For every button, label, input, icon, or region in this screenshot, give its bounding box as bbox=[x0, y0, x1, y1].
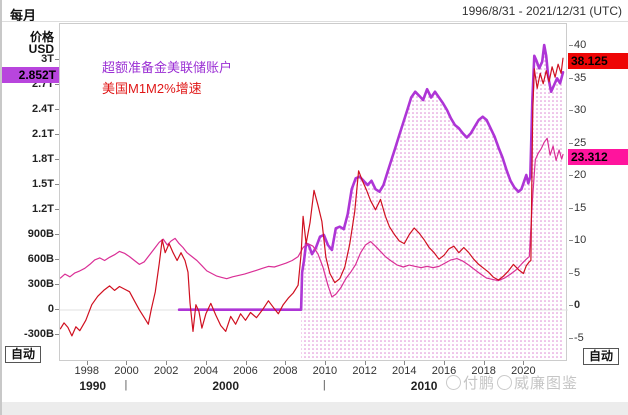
y-axis-tick-mark bbox=[55, 234, 59, 235]
y-axis-tick-mark bbox=[569, 175, 573, 176]
y-axis-tick-label-right: 30 bbox=[574, 104, 587, 116]
watermark-logo-icon bbox=[445, 375, 461, 390]
y-axis-tick-mark bbox=[569, 142, 573, 144]
y-axis-tick-label-left: 1.2T bbox=[31, 203, 54, 215]
chart-canvas[interactable] bbox=[60, 24, 568, 362]
x-axis-tick-mark bbox=[364, 361, 366, 365]
y-axis-tick-label-right: 25 bbox=[574, 136, 587, 149]
auto-scale-right-button[interactable]: 自动 bbox=[583, 348, 619, 365]
x-axis-tick-label: 2000 bbox=[114, 365, 139, 377]
chart-plot-area[interactable] bbox=[59, 23, 568, 362]
series-line-reserves[interactable] bbox=[177, 43, 565, 312]
x-axis-tick-label: 2006 bbox=[233, 365, 258, 377]
frequency-label[interactable]: 每月 bbox=[10, 8, 37, 23]
y-axis-tick-mark bbox=[55, 284, 59, 285]
left-axis-title-price: 价格 bbox=[29, 30, 54, 44]
y-axis-tick-label-right: 5 bbox=[574, 266, 581, 279]
x-axis-tick-mark bbox=[443, 361, 445, 365]
x-axis-tick-label: 2020 bbox=[511, 365, 536, 377]
y-axis-tick-label-left: 1.8T bbox=[31, 153, 54, 165]
x-axis-tick-label: 1998 bbox=[74, 365, 100, 377]
x-axis-tick-label: 2008 bbox=[272, 365, 298, 377]
x-axis-tick-label: 2014 bbox=[392, 365, 417, 377]
x-axis-tick-mark bbox=[324, 361, 326, 365]
y-axis-tick-mark bbox=[55, 333, 59, 335]
x-axis-tick-mark bbox=[126, 361, 128, 365]
x-axis-decade-label: 1990 bbox=[79, 379, 107, 393]
y-axis-tick-mark bbox=[569, 240, 573, 241]
x-axis-decade-label: 2000 bbox=[212, 379, 240, 393]
watermark-suffix: 威廉图鉴 bbox=[513, 375, 578, 392]
y-axis-tick-label-left: 2.4T bbox=[31, 103, 54, 115]
y-axis-tick-mark bbox=[55, 84, 59, 85]
y-axis-tick-label-left: 2.1T bbox=[31, 128, 54, 140]
y-axis-tick-label-right: 0 bbox=[574, 299, 581, 311]
y-axis-tick-label-right: 35 bbox=[574, 71, 587, 84]
y-axis-tick-label-right: 15 bbox=[574, 201, 587, 214]
x-axis-tick-label: 2004 bbox=[193, 365, 219, 377]
y-axis-tick-mark bbox=[55, 259, 59, 260]
watermark: 付鹏 威廉图鉴 bbox=[444, 372, 578, 393]
x-axis-tick-mark bbox=[285, 361, 287, 365]
watermark-prefix: 付鹏 bbox=[462, 375, 495, 392]
y-axis-tick-mark bbox=[55, 109, 59, 110]
x-axis-tick-mark bbox=[86, 361, 88, 365]
x-axis-tick-label: 2010 bbox=[312, 365, 338, 377]
y-axis-tick-label-left: 600B bbox=[27, 253, 54, 265]
series-line-red[interactable] bbox=[60, 57, 564, 337]
y-axis-tick-mark bbox=[569, 337, 573, 339]
y-axis-tick-mark bbox=[55, 134, 59, 135]
x-axis-tick-mark bbox=[245, 361, 247, 365]
x-axis-decade-separator: | bbox=[124, 379, 128, 391]
y-axis-tick-label-right: 40 bbox=[574, 39, 587, 51]
header-divider bbox=[2, 21, 628, 22]
y-axis-tick-mark bbox=[569, 207, 573, 209]
y-axis-tick-mark bbox=[55, 309, 59, 310]
x-axis-tick-mark bbox=[523, 361, 525, 365]
y-axis-tick-label-left: 300B bbox=[27, 278, 54, 290]
x-axis-tick-mark bbox=[404, 361, 406, 365]
y-axis-tick-mark bbox=[569, 305, 573, 306]
y-axis-tick-label-right: 10 bbox=[574, 234, 587, 246]
watermark-logo-icon bbox=[496, 375, 512, 390]
y-axis-tick-mark bbox=[55, 159, 59, 160]
y-axis-tick-label-right: 20 bbox=[574, 169, 587, 181]
y-axis-tick-mark bbox=[569, 45, 573, 46]
left-axis-title-unit: USD bbox=[28, 42, 54, 56]
x-axis-tick-mark bbox=[166, 361, 168, 365]
y-axis-tick-mark bbox=[569, 110, 573, 111]
x-axis-tick-label: 2002 bbox=[153, 365, 179, 377]
legend-item-m1m2[interactable]: 美国M1M2%增速 bbox=[102, 81, 202, 96]
y-axis-tick-label-left: 3T bbox=[41, 53, 54, 65]
reserves-area-fill bbox=[301, 45, 563, 359]
y-axis-tick-label-left: 900B bbox=[27, 228, 54, 240]
y-axis-tick-mark bbox=[569, 77, 573, 79]
auto-scale-left-button[interactable]: 自动 bbox=[5, 346, 41, 363]
y-axis-tick-label-left: 1.5T bbox=[31, 178, 54, 190]
x-axis-decade-separator: | bbox=[322, 379, 326, 391]
y-axis-tick-mark bbox=[55, 59, 59, 60]
x-axis-tick-mark bbox=[205, 361, 207, 365]
y-axis-tick-label-right: -5 bbox=[574, 331, 584, 344]
x-axis-tick-label: 2016 bbox=[431, 365, 457, 377]
footer-band bbox=[2, 402, 628, 415]
legend-item-reserves[interactable]: 超额准备金美联储账户 bbox=[102, 60, 233, 75]
x-axis-tick-mark bbox=[483, 361, 485, 365]
date-range-label: 1996/8/31 - 2021/12/31 (UTC) bbox=[461, 4, 622, 18]
y-axis-tick-label-left: -300B bbox=[24, 327, 54, 340]
y-axis-tick-mark bbox=[55, 209, 59, 210]
y-axis-tick-mark bbox=[55, 184, 59, 185]
last-value-badge-red-series: 38.125 bbox=[568, 53, 628, 70]
legend: 超额准备金美联储账户 美国M1M2%增速 bbox=[102, 57, 232, 99]
y-axis-tick-label-left: 0 bbox=[47, 303, 54, 315]
x-axis-decade-label: 2010 bbox=[410, 379, 438, 393]
y-axis-tick-mark bbox=[569, 272, 573, 274]
x-axis-tick-label: 2018 bbox=[471, 365, 496, 377]
series-line-pink[interactable] bbox=[60, 137, 564, 298]
last-value-badge-reserves: 2.852T bbox=[2, 67, 59, 84]
x-axis-tick-label: 2012 bbox=[352, 365, 377, 377]
last-value-badge-pink-series: 23.312 bbox=[568, 149, 628, 166]
